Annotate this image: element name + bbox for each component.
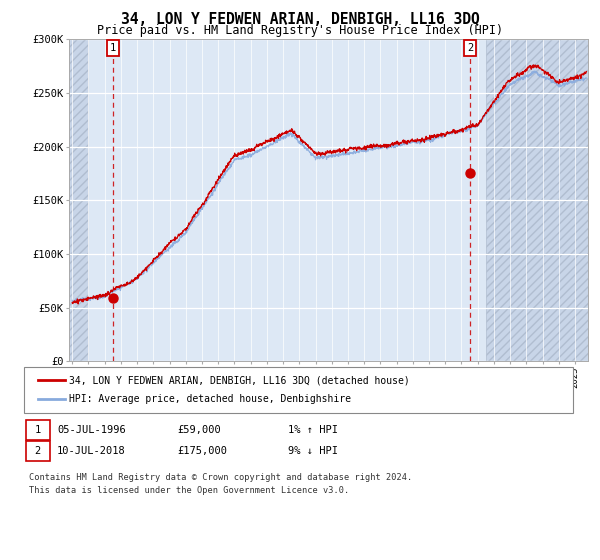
Text: 1% ↑ HPI: 1% ↑ HPI bbox=[288, 425, 338, 435]
Text: 2: 2 bbox=[467, 43, 473, 53]
Text: Contains HM Land Registry data © Crown copyright and database right 2024.
This d: Contains HM Land Registry data © Crown c… bbox=[29, 473, 412, 494]
Text: 2: 2 bbox=[35, 446, 41, 456]
Bar bbox=[486, 39, 588, 361]
Text: 10-JUL-2018: 10-JUL-2018 bbox=[57, 446, 126, 456]
Text: 1: 1 bbox=[35, 425, 41, 435]
Text: £59,000: £59,000 bbox=[177, 425, 221, 435]
Text: 1: 1 bbox=[110, 43, 116, 53]
Text: 34, LON Y FEDWEN ARIAN, DENBIGH, LL16 3DQ (detached house): 34, LON Y FEDWEN ARIAN, DENBIGH, LL16 3D… bbox=[69, 375, 410, 385]
Text: 9% ↓ HPI: 9% ↓ HPI bbox=[288, 446, 338, 456]
Text: HPI: Average price, detached house, Denbighshire: HPI: Average price, detached house, Denb… bbox=[69, 394, 351, 404]
Text: 05-JUL-1996: 05-JUL-1996 bbox=[57, 425, 126, 435]
Bar bbox=[69, 39, 88, 361]
Text: £175,000: £175,000 bbox=[177, 446, 227, 456]
Text: Price paid vs. HM Land Registry's House Price Index (HPI): Price paid vs. HM Land Registry's House … bbox=[97, 24, 503, 37]
Text: 34, LON Y FEDWEN ARIAN, DENBIGH, LL16 3DQ: 34, LON Y FEDWEN ARIAN, DENBIGH, LL16 3D… bbox=[121, 12, 479, 27]
